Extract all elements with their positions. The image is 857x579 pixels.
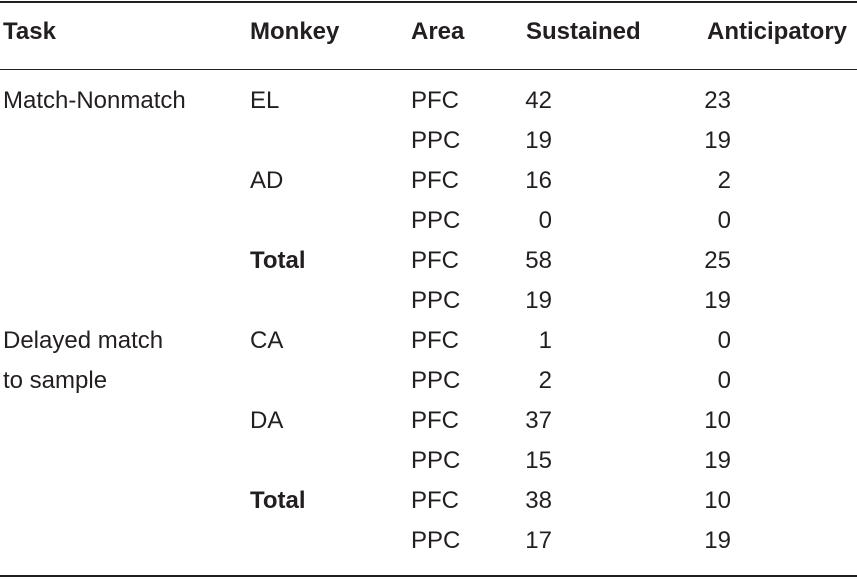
area-cell: PFC bbox=[411, 487, 459, 514]
anticipatory-cell: 19 bbox=[704, 287, 731, 314]
header-monkey: Monkey bbox=[250, 18, 340, 45]
anticipatory-cell: 23 bbox=[704, 87, 731, 114]
task-label: Delayed match bbox=[3, 327, 164, 354]
area-cell: PFC bbox=[411, 407, 459, 434]
header-sustained: Sustained bbox=[526, 18, 641, 45]
task-label-continued: to sample bbox=[3, 367, 108, 394]
sustained-cell: 0 bbox=[538, 207, 552, 234]
area-cell: PPC bbox=[411, 447, 461, 474]
sustained-cell: 2 bbox=[538, 367, 552, 394]
area-cell: PPC bbox=[411, 127, 461, 154]
area-cell: PFC bbox=[411, 167, 459, 194]
monkey-cell-total: Total bbox=[250, 247, 306, 274]
area-cell: PPC bbox=[411, 287, 461, 314]
anticipatory-cell: 10 bbox=[704, 407, 731, 434]
anticipatory-cell: 25 bbox=[704, 247, 731, 274]
task-label: Match-Nonmatch bbox=[3, 87, 186, 114]
anticipatory-cell: 0 bbox=[717, 367, 731, 394]
sustained-cell: 1 bbox=[538, 327, 552, 354]
area-cell: PFC bbox=[411, 247, 459, 274]
header-task: Task bbox=[3, 18, 56, 45]
anticipatory-cell: 0 bbox=[717, 327, 731, 354]
anticipatory-cell: 10 bbox=[704, 487, 731, 514]
sustained-cell: 17 bbox=[525, 527, 552, 554]
anticipatory-cell: 19 bbox=[704, 447, 731, 474]
area-cell: PPC bbox=[411, 207, 461, 234]
sustained-cell: 37 bbox=[525, 407, 552, 434]
sustained-cell: 58 bbox=[525, 247, 552, 274]
sustained-cell: 15 bbox=[525, 447, 552, 474]
header-area: Area bbox=[411, 18, 465, 45]
monkey-cell: AD bbox=[250, 167, 284, 194]
area-cell: PPC bbox=[411, 367, 461, 394]
anticipatory-cell: 0 bbox=[717, 207, 731, 234]
area-cell: PFC bbox=[411, 87, 459, 114]
anticipatory-cell: 19 bbox=[704, 527, 731, 554]
monkey-cell: EL bbox=[250, 87, 280, 114]
sustained-cell: 19 bbox=[525, 287, 552, 314]
area-cell: PPC bbox=[411, 527, 461, 554]
anticipatory-cell: 2 bbox=[717, 167, 731, 194]
header-anticipatory: Anticipatory bbox=[707, 18, 848, 45]
sustained-cell: 42 bbox=[525, 87, 552, 114]
area-cell: PFC bbox=[411, 327, 459, 354]
header-rule bbox=[0, 69, 857, 70]
sustained-cell: 38 bbox=[525, 487, 552, 514]
bottom-rule bbox=[0, 575, 857, 577]
monkey-cell-total: Total bbox=[250, 487, 306, 514]
monkey-cell: CA bbox=[250, 327, 284, 354]
top-rule bbox=[0, 1, 857, 3]
sustained-cell: 16 bbox=[525, 167, 552, 194]
monkey-cell: DA bbox=[250, 407, 284, 434]
sustained-cell: 19 bbox=[525, 127, 552, 154]
anticipatory-cell: 19 bbox=[704, 127, 731, 154]
